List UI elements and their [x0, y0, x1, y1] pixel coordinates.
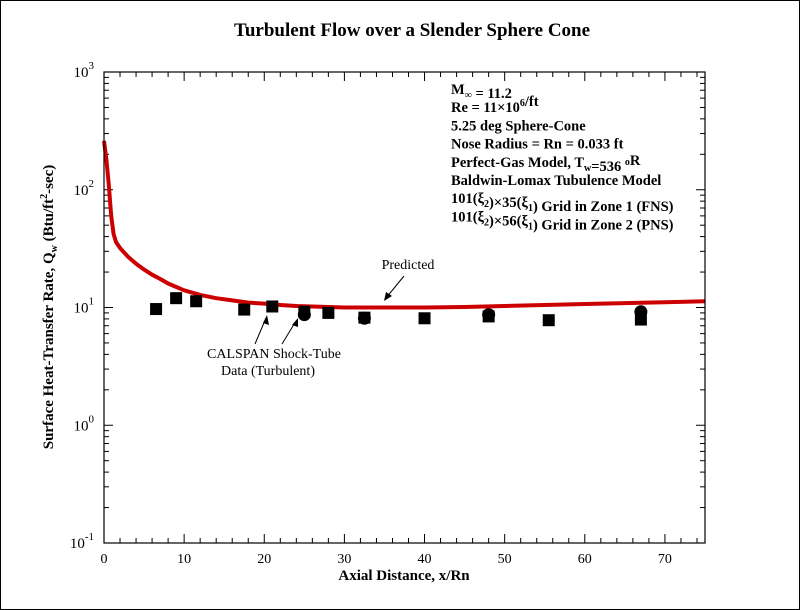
y-tick-label: 10-1 [70, 531, 94, 552]
annotation-predicted: Predicted [382, 258, 435, 301]
data-arrowhead-2 [292, 318, 298, 327]
info-line: Re = 11×106/ft [451, 94, 539, 116]
y-tick-label: 101 [74, 296, 95, 317]
info-line: Perfect-Gas Model, Tw=536 oR [451, 153, 641, 175]
x-tick-label: 50 [498, 552, 512, 567]
data-point-circle [634, 305, 648, 319]
data-point-circle [357, 311, 371, 325]
tick-labels: 0 10 20 30 40 50 60 70 10-1 100 101 102 103 [70, 60, 672, 567]
info-block: M∞ = 11.2Re = 11×106/ft 5.25 deg Sphere-C… [451, 82, 674, 233]
data-point-square [322, 306, 335, 319]
x-tick-label: 40 [418, 552, 432, 567]
data-point-square [190, 295, 203, 308]
data-point-square [418, 312, 431, 325]
data-arrowhead-1 [263, 315, 269, 325]
data-point-square [170, 292, 183, 305]
y-tick-label: 100 [74, 413, 95, 434]
predicted-label: Predicted [382, 258, 435, 273]
plot-area [102, 140, 706, 327]
data-label-line1: CALSPAN Shock-Tube [207, 347, 341, 362]
data-point-circle [482, 308, 496, 322]
data-point-circle [297, 308, 311, 322]
info-line: Nose Radius = Rn = 0.033 ft [451, 137, 624, 153]
y-axis-label: Surface Heat-Transfer Rate, Qw (Btu/ft2-… [39, 165, 60, 450]
x-tick-label: 20 [257, 552, 271, 567]
x-tick-label: 10 [177, 552, 191, 567]
data-point-square [266, 300, 279, 313]
axes-box [103, 71, 706, 544]
x-tick-label: 70 [658, 552, 672, 567]
x-tick-label: 30 [337, 552, 351, 567]
predicted-arrowhead [384, 292, 392, 301]
data-point-square [150, 303, 163, 316]
info-line: M∞ = 11.2 [451, 82, 512, 102]
predicted-line [102, 140, 706, 310]
data-point-square [542, 314, 555, 327]
x-tick-label: 0 [101, 552, 108, 567]
axis-ticks [103, 71, 705, 544]
info-line: 5.25 deg Sphere-Cone [451, 118, 586, 134]
chart-title: Turbulent Flow over a Slender Sphere Con… [234, 20, 590, 41]
annotation-data: CALSPAN Shock-Tube Data (Turbulent) [207, 315, 341, 379]
x-axis-label: Axial Distance, x/Rn [338, 568, 470, 584]
data-label-line2: Data (Turbulent) [221, 364, 315, 379]
y-tick-label: 103 [74, 60, 95, 81]
info-line: Baldwin-Lomax Tubulence Model [451, 173, 661, 189]
info-line: 101(ξ2)×56(ξ1) Grid in Zone 2 (PNS) [451, 209, 674, 233]
info-line: 101(ξ2)×35(ξ1) Grid in Zone 1 (FNS) [451, 191, 674, 215]
y-tick-label: 102 [74, 178, 95, 199]
x-tick-label: 60 [578, 552, 592, 567]
data-point-square [238, 303, 251, 316]
